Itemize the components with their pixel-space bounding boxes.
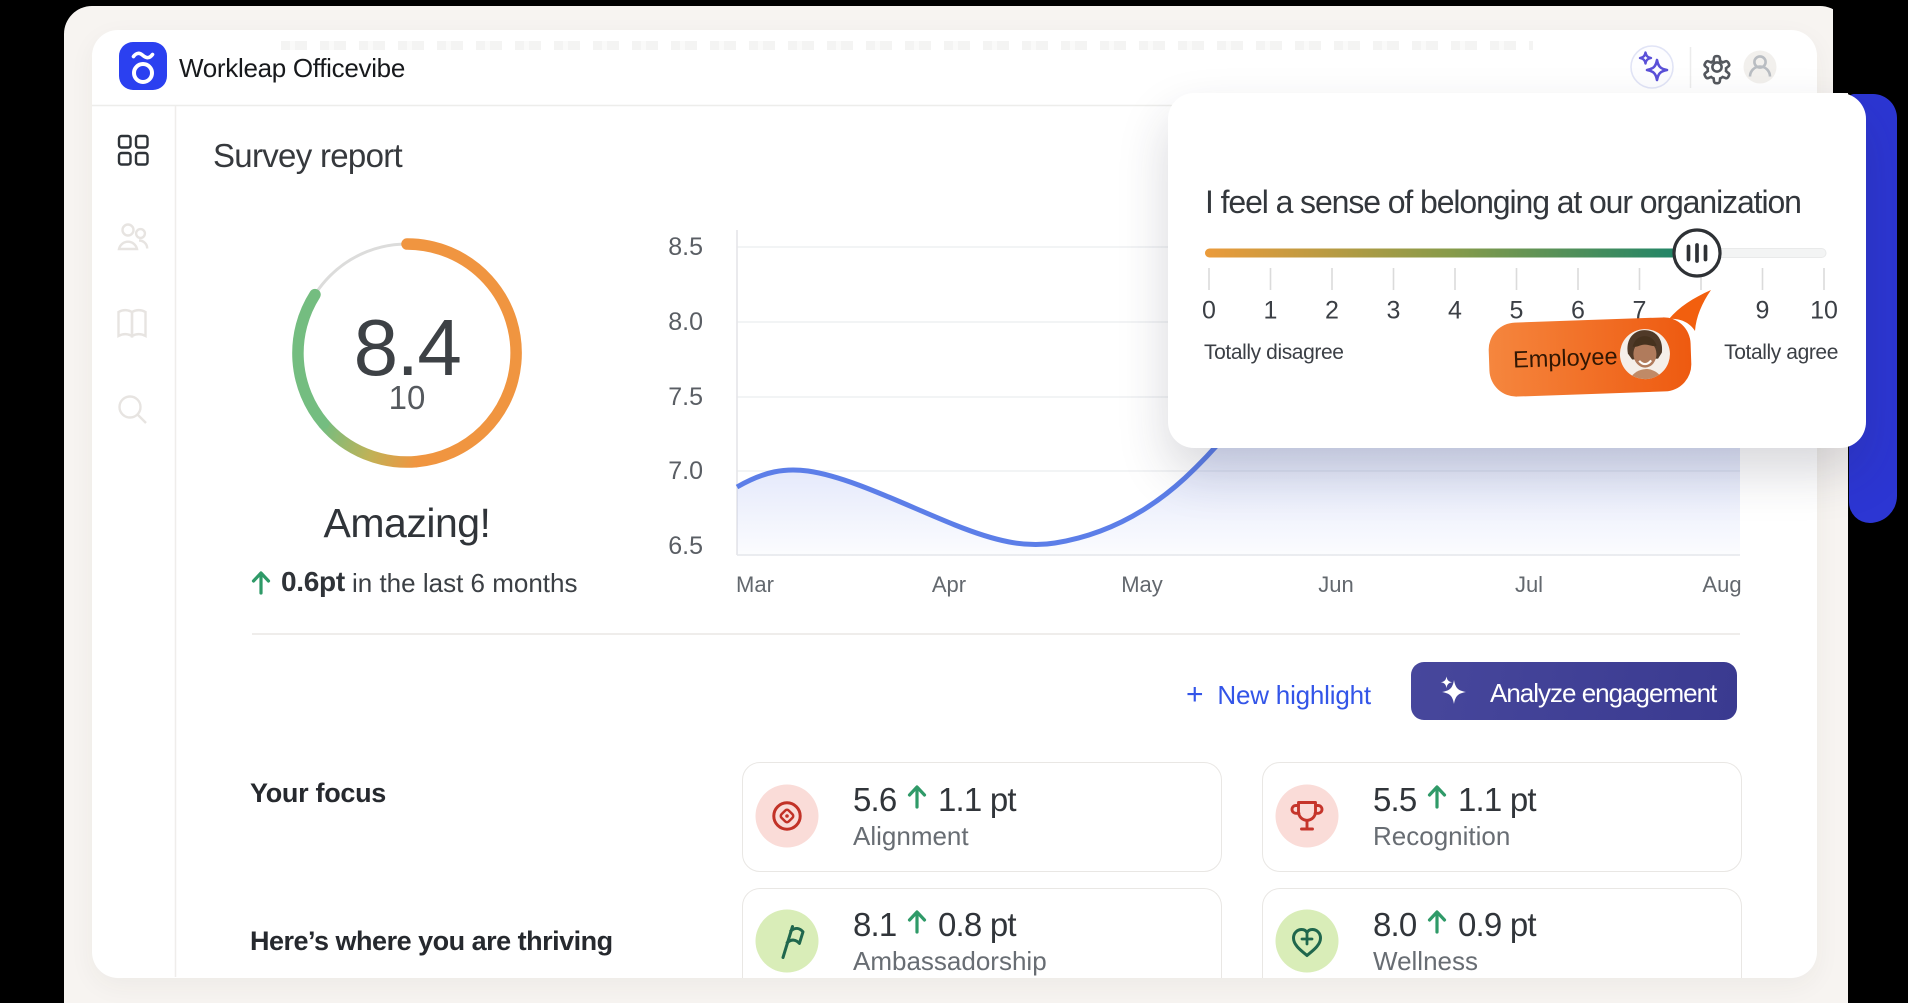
svg-text:8.0: 8.0 [668,308,703,336]
svg-text:7.5: 7.5 [668,383,703,411]
svg-text:Jul: Jul [1515,572,1543,597]
svg-text:7.0: 7.0 [668,457,703,485]
svg-text:1: 1 [1264,297,1278,325]
svg-text:8.5: 8.5 [668,233,703,261]
svg-text:4: 4 [1448,297,1462,325]
svg-text:7: 7 [1633,297,1647,325]
svg-text:0: 0 [1202,297,1216,325]
svg-text:May: May [1121,572,1163,597]
svg-text:Totally agree: Totally agree [1724,341,1838,364]
svg-text:9: 9 [1756,297,1770,325]
svg-text:6: 6 [1571,297,1585,325]
svg-text:Apr: Apr [932,572,966,597]
svg-text:3: 3 [1387,297,1401,325]
svg-text:10: 10 [1810,297,1838,325]
svg-text:Mar: Mar [736,572,774,597]
svg-text:Totally disagree: Totally disagree [1204,341,1344,364]
svg-text:Jun: Jun [1318,572,1353,597]
svg-text:Aug: Aug [1702,572,1741,597]
svg-text:5: 5 [1510,297,1524,325]
svg-text:Employee: Employee [1513,343,1618,373]
svg-text:2: 2 [1325,297,1339,325]
svg-text:6.5: 6.5 [668,532,703,560]
